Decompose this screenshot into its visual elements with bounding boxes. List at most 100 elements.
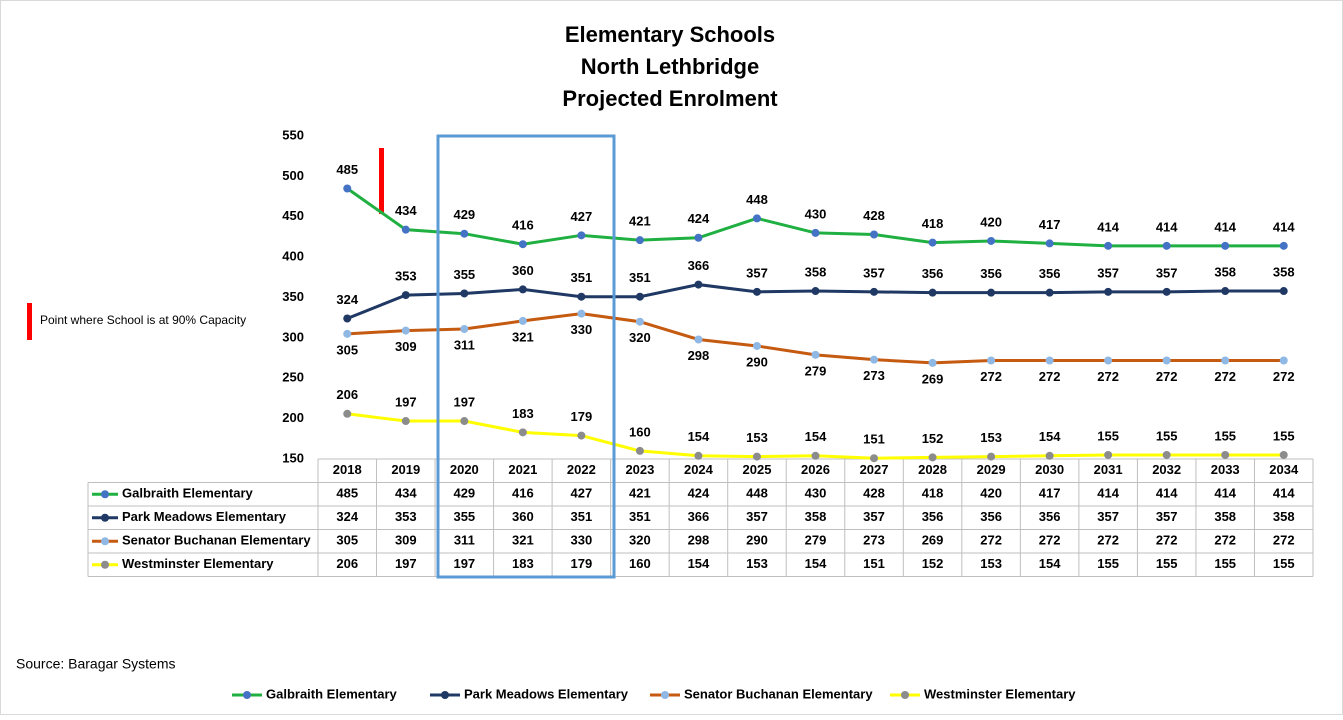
table-cell: 358	[1214, 509, 1236, 524]
data-point	[1279, 241, 1288, 250]
data-point	[1162, 287, 1171, 296]
table-cell: 155	[1273, 556, 1295, 571]
data-point	[1045, 288, 1054, 297]
table-cell: 357	[863, 509, 885, 524]
data-label: 309	[395, 339, 417, 354]
data-point	[343, 329, 352, 338]
legend-label: Park Meadows Elementary	[464, 686, 629, 701]
data-label: 357	[1097, 265, 1119, 280]
annotation-key	[27, 303, 32, 340]
table-cell: 320	[629, 533, 651, 548]
data-label: 269	[922, 371, 944, 386]
data-point	[1045, 239, 1054, 248]
table-cell: 356	[1039, 509, 1061, 524]
data-point	[752, 341, 761, 350]
table-row-label: Westminster Elementary	[122, 556, 274, 571]
table-cell: 414	[1097, 486, 1119, 501]
y-tick-label: 450	[282, 208, 304, 223]
table-cell: 324	[336, 509, 358, 524]
x-tick-label: 2022	[567, 462, 596, 477]
data-label: 356	[922, 266, 944, 281]
data-point	[694, 233, 703, 242]
data-label: 430	[805, 206, 827, 221]
data-point	[870, 454, 879, 463]
table-key	[101, 560, 109, 569]
data-label: 151	[863, 432, 885, 447]
chart-title: Elementary Schools	[565, 22, 775, 47]
table-cell: 414	[1273, 486, 1295, 501]
table-row-label: Galbraith Elementary	[122, 486, 254, 501]
table-cell: 416	[512, 486, 534, 501]
data-label: 414	[1156, 219, 1178, 234]
data-point	[635, 292, 644, 301]
data-label: 197	[395, 394, 417, 409]
y-tick-label: 350	[282, 289, 304, 304]
annotation: Point where School is at 90% Capacity	[40, 313, 246, 327]
data-point	[460, 229, 469, 238]
table-cell: 272	[1156, 533, 1178, 548]
table-key	[101, 537, 109, 546]
data-point	[811, 287, 820, 296]
data-label: 311	[454, 337, 475, 352]
table-cell: 272	[1273, 533, 1295, 548]
data-label: 366	[688, 258, 710, 273]
data-point	[752, 452, 761, 461]
data-point	[987, 452, 996, 461]
table-cell: 160	[629, 556, 651, 571]
table-cell: 357	[746, 509, 768, 524]
x-tick-label: 2033	[1211, 462, 1240, 477]
data-point	[401, 291, 410, 300]
table-cell: 272	[1214, 533, 1236, 548]
table-cell: 155	[1156, 556, 1178, 571]
table-row-label: Senator Buchanan Elementary	[122, 533, 311, 548]
table-cell: 197	[453, 556, 475, 571]
data-point	[694, 451, 703, 460]
data-point	[928, 358, 937, 367]
data-label: 424	[688, 211, 710, 226]
data-label: 152	[922, 431, 944, 446]
data-point	[752, 214, 761, 223]
table-cell: 279	[805, 533, 827, 548]
table-cell: 153	[746, 556, 768, 571]
plot: 150 200 250 300 350 400 450 500 550 2018 2019 2020 2…	[87, 127, 1314, 701]
data-point	[1104, 287, 1113, 296]
data-point	[1162, 450, 1171, 459]
table-cell: 417	[1039, 486, 1061, 501]
data-label: 356	[1039, 266, 1061, 281]
table-cell: 298	[688, 533, 710, 548]
y-tick-label: 500	[282, 168, 304, 183]
table-cell: 429	[453, 486, 475, 501]
data-label: 357	[1156, 265, 1178, 280]
data-point	[811, 228, 820, 237]
data-point	[460, 324, 469, 333]
table-cell: 356	[980, 509, 1002, 524]
data-point	[577, 292, 586, 301]
table-cell: 179	[571, 556, 593, 571]
data-point	[518, 285, 527, 294]
table-key	[101, 490, 109, 499]
x-tick-label: 2021	[508, 462, 537, 477]
data-label: 330	[571, 322, 593, 337]
data-point	[870, 230, 879, 239]
table-cell: 434	[395, 486, 417, 501]
table-cell: 305	[336, 533, 358, 548]
data-point	[1279, 356, 1288, 365]
table-cell: 485	[336, 486, 358, 501]
data-label: 356	[980, 266, 1002, 281]
table-cell: 360	[512, 509, 534, 524]
data-label: 358	[1273, 264, 1295, 279]
x-tick-label: 2030	[1035, 462, 1064, 477]
data-label: 272	[1097, 369, 1119, 384]
data-label: 417	[1039, 217, 1061, 232]
chart-title: Projected Enrolment	[562, 86, 778, 111]
data-point	[928, 238, 937, 247]
x-tick-label: 2026	[801, 462, 830, 477]
data-point	[635, 446, 644, 455]
data-label: 183	[512, 406, 534, 421]
data-point	[1104, 450, 1113, 459]
x-tick-label: 2034	[1269, 462, 1299, 477]
table-cell: 330	[571, 533, 593, 548]
data-label: 321	[512, 329, 534, 344]
table-cell: 418	[922, 486, 944, 501]
